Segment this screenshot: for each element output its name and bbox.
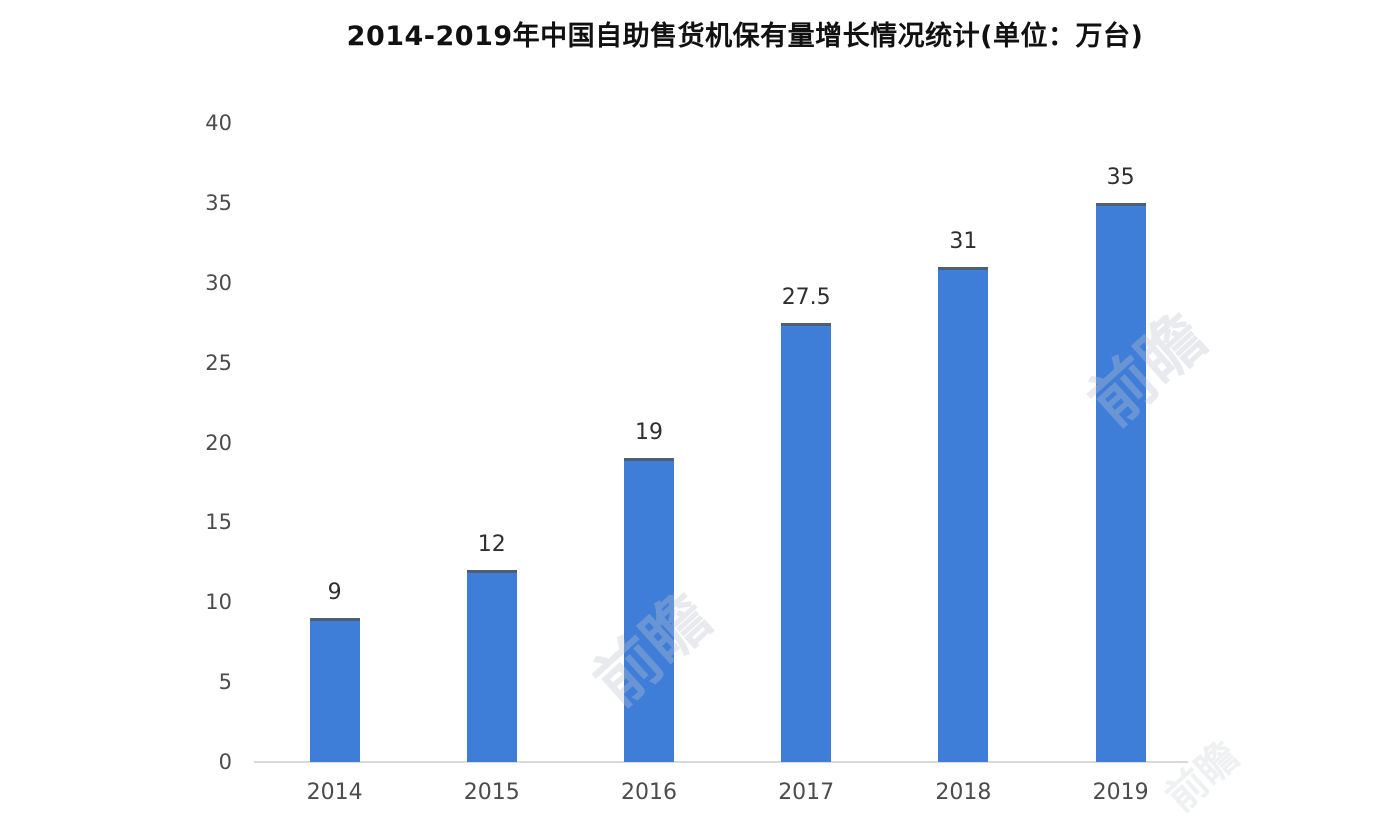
y-axis-tick-label: 10: [205, 590, 232, 615]
x-axis-tick-label: 2015: [463, 780, 520, 805]
bar-2019: [1095, 202, 1146, 762]
bar-value-label: 31: [949, 228, 978, 254]
y-axis-tick-label: 35: [205, 190, 232, 215]
bar-value-label: 27.5: [781, 284, 831, 310]
bar-value-label: 9: [327, 580, 342, 606]
bar-2014: [309, 618, 360, 762]
bar-value-label: 12: [477, 532, 506, 558]
x-axis-line: [254, 761, 1188, 763]
x-axis-tick-label: 2014: [306, 780, 363, 805]
x-axis-tick-label: 2016: [621, 780, 677, 805]
x-axis-tick-label: 2019: [1092, 780, 1149, 805]
y-axis-tick-label: 40: [205, 111, 232, 135]
x-axis-tick-label: 2018: [935, 780, 992, 805]
bar-2017: [781, 322, 832, 762]
x-axis-tick-label: 2017: [778, 780, 835, 805]
y-axis-tick-label: 15: [205, 510, 232, 535]
y-axis-tick-label: 25: [205, 350, 232, 375]
chart-title: 2014-2019年中国自助售货机保有量增长情况统计(单位：万台): [346, 21, 1144, 52]
y-axis-tick-label: 5: [218, 670, 232, 695]
y-axis-tick-label: 0: [218, 750, 232, 774]
bar-2016: [624, 458, 674, 762]
bar-2015: [466, 570, 517, 762]
y-axis-tick-label: 30: [205, 270, 232, 295]
bar-value-label: 19: [635, 420, 663, 446]
y-axis-tick-label: 20: [205, 430, 232, 455]
bar-value-label: 35: [1106, 164, 1135, 190]
bar-2018: [938, 266, 989, 762]
